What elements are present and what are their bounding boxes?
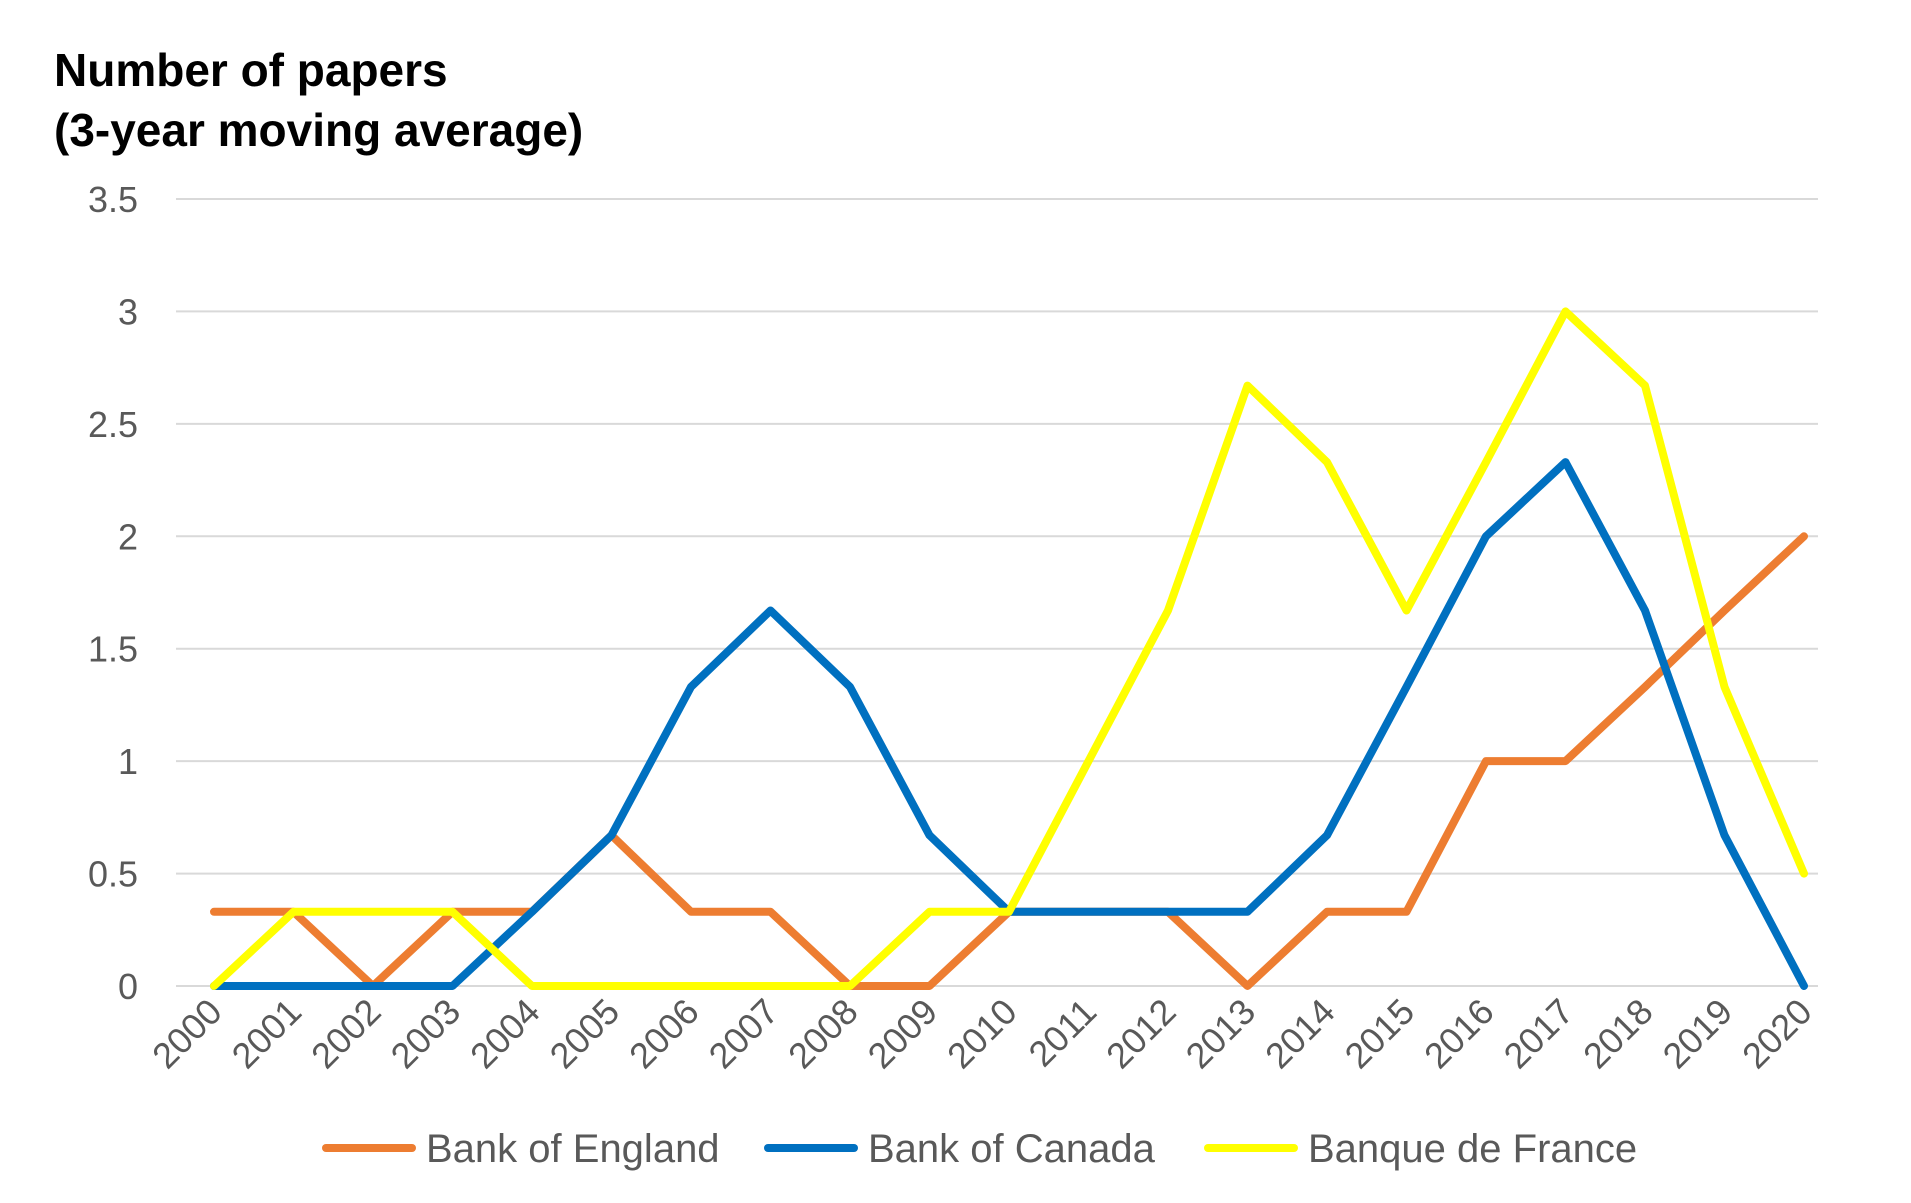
x-tick-label: 2013 xyxy=(1178,991,1264,1077)
y-tick-label: 3.5 xyxy=(88,179,138,220)
series-line-banque-de-france xyxy=(210,307,1808,990)
x-tick-label: 2020 xyxy=(1734,991,1820,1077)
x-tick-label: 2006 xyxy=(621,991,707,1077)
x-tick-label: 2001 xyxy=(224,991,310,1077)
x-tick-label: 2015 xyxy=(1337,991,1423,1077)
x-tick-label: 2012 xyxy=(1098,991,1184,1077)
y-tick-label: 0 xyxy=(118,966,138,1007)
chart-title-line-1: Number of papers xyxy=(54,44,448,96)
x-tick-label: 2008 xyxy=(780,991,866,1077)
plot-area xyxy=(210,307,1808,990)
y-tick-label: 0.5 xyxy=(88,854,138,895)
x-tick-label: 2010 xyxy=(939,991,1025,1077)
y-axis: 0 0.5 1 1.5 2 2.5 3 3.5 xyxy=(88,179,138,1007)
x-tick-label: 2007 xyxy=(701,991,787,1077)
x-tick-label: 2014 xyxy=(1257,991,1343,1077)
y-tick-label: 2.5 xyxy=(88,404,138,445)
x-tick-label: 2005 xyxy=(542,991,628,1077)
legend-label: Banque de France xyxy=(1308,1127,1637,1171)
x-tick-label: 2002 xyxy=(303,991,389,1077)
y-tick-label: 2 xyxy=(118,516,138,557)
x-tick-label: 2017 xyxy=(1496,991,1582,1077)
x-tick-label: 2019 xyxy=(1655,991,1741,1077)
x-tick-label: 2003 xyxy=(383,991,469,1077)
x-tick-label: 2011 xyxy=(1020,991,1104,1075)
chart-title-line-2: (3-year moving average) xyxy=(54,104,583,156)
x-tick-label: 2000 xyxy=(144,991,230,1077)
x-tick-label: 2016 xyxy=(1416,991,1502,1077)
x-axis: 2000200120022003200420052006200720082009… xyxy=(144,991,1820,1077)
legend-label: Bank of England xyxy=(426,1127,720,1171)
legend-label: Bank of Canada xyxy=(868,1127,1156,1171)
x-tick-label: 2004 xyxy=(462,991,548,1077)
legend: Bank of England Bank of Canada Banque de F… xyxy=(322,1127,1637,1171)
y-tick-label: 1 xyxy=(118,741,138,782)
x-tick-label: 2018 xyxy=(1575,991,1661,1077)
x-tick-label: 2009 xyxy=(860,991,946,1077)
y-tick-label: 3 xyxy=(118,291,138,332)
gridlines xyxy=(176,198,1818,987)
y-tick-label: 1.5 xyxy=(88,629,138,670)
